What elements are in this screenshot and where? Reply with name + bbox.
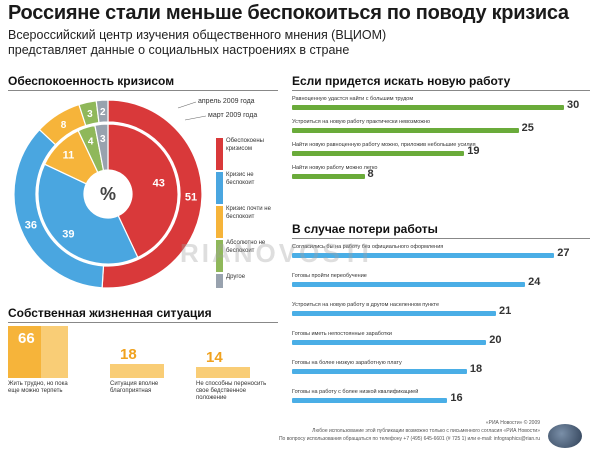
situation-value: 14 xyxy=(206,348,223,366)
bar-label: Согласились бы на работу без официальног… xyxy=(292,244,444,250)
bar-label: Готовы на более низкую заработную плату xyxy=(292,360,402,366)
donut-outer-label-0: 51 xyxy=(185,192,197,204)
legend-swatch xyxy=(216,206,223,238)
bar xyxy=(292,340,487,345)
bar xyxy=(292,151,465,156)
jobsearch-section-title: Если придется искать новую работу xyxy=(292,74,511,88)
bar xyxy=(292,105,564,110)
legend-label: Обеспокоены кризисом xyxy=(226,138,264,152)
donut-inner-ring xyxy=(37,123,179,265)
bar xyxy=(292,311,496,316)
donut-outer-ring xyxy=(13,99,203,289)
bar xyxy=(292,398,448,403)
legend-item-concerned: Обеспокоены кризисом xyxy=(216,138,274,170)
situation-caption: Не способны переносить свое бедственное … xyxy=(196,381,267,401)
bar-value-label: 25 xyxy=(521,122,534,134)
jobloss-divider xyxy=(292,238,590,239)
bar-value-label: 18 xyxy=(469,363,483,375)
donut-section-title: Обеспокоенность кризисом xyxy=(8,74,175,88)
legend-label: Абсолютно не беспокоит xyxy=(226,240,266,254)
donut-center xyxy=(84,170,132,218)
inner-ring-pointer xyxy=(177,101,197,109)
legend-item-other: Другое xyxy=(216,274,274,288)
donut-outer-label-4: 2 xyxy=(100,107,106,118)
bar-value-label: 8 xyxy=(367,168,374,180)
legend-label: Другое xyxy=(226,274,246,280)
situation-section-title: Собственная жизненная ситуация xyxy=(8,306,212,320)
donut-outer-slice-4 xyxy=(95,99,109,124)
page-title: Россияне стали меньше беспокоиться по по… xyxy=(8,2,569,24)
page-subtitle: Всероссийский центр изучения общественно… xyxy=(8,28,387,57)
bar xyxy=(292,369,467,374)
bar-label: Равноценную удастся найти с большим труд… xyxy=(292,96,414,102)
situation-box xyxy=(8,326,68,378)
situation-box xyxy=(110,363,164,378)
bar-label: Устроиться на новую работу практически н… xyxy=(292,119,431,125)
bar-value-label: 20 xyxy=(489,334,502,346)
donut-outer-label-1: 36 xyxy=(25,220,37,232)
inner-ring-label: апрель 2009 года xyxy=(198,98,255,105)
legend-swatch xyxy=(216,240,223,272)
donut-inner-label-3: 4 xyxy=(88,137,94,148)
legend-label: Кризис почти не беспокоит xyxy=(226,206,271,220)
footer-contact: По вопросу использования обращаться по т… xyxy=(278,436,540,442)
donut-inner-label-4: 3 xyxy=(100,134,106,145)
donut-inner-label-1: 39 xyxy=(62,229,74,241)
donut-outer-label-3: 3 xyxy=(87,109,93,120)
jobloss-section-title: В случае потери работы xyxy=(292,222,438,236)
legend-item-not-concerned: Кризис не беспокоит xyxy=(216,172,274,204)
situation-value: 18 xyxy=(120,345,137,363)
legend-item-absolutely-not: Абсолютно не беспокоит xyxy=(216,240,274,272)
ria-globe-logo xyxy=(548,424,582,448)
bar-value-label: 19 xyxy=(467,145,480,157)
footer-usage: Любое использование этой публикации возм… xyxy=(312,428,540,434)
legend-swatch xyxy=(216,138,223,170)
legend-swatch xyxy=(216,274,223,288)
donut-outer-slice-0 xyxy=(101,99,203,289)
outer-ring-pointer xyxy=(184,115,207,121)
donut-divider xyxy=(8,90,278,91)
donut-center-symbol: % xyxy=(100,184,116,204)
bar-label: Устроиться на новую работу в другом насе… xyxy=(292,302,440,308)
legend-swatch xyxy=(216,172,223,204)
situation-value: 66 xyxy=(18,330,35,347)
footer-copyright: «РИА Новости» © 2009 xyxy=(485,420,540,426)
bar xyxy=(292,128,519,133)
legend-label: Кризис не беспокоит xyxy=(226,172,255,186)
situation-caption: Жить трудно, но пока еще можно терпеть xyxy=(8,381,68,394)
donut-inner-label-0: 43 xyxy=(153,178,165,190)
bar-label: Найти новую равноценную работу можно, пр… xyxy=(292,142,476,148)
bar-value-label: 27 xyxy=(557,247,570,259)
bar-value-label: 16 xyxy=(450,392,463,404)
jobsearch-divider xyxy=(292,90,590,91)
bar-label: Найти новую работу можно легко xyxy=(292,165,378,171)
bar xyxy=(292,253,555,258)
situation-box xyxy=(196,366,250,378)
bar-value-label: 21 xyxy=(499,305,512,317)
bar-value-label: 24 xyxy=(528,276,541,288)
bar xyxy=(292,282,526,287)
bar-label: Готовы на работу с более низкой квалифик… xyxy=(292,389,419,395)
outer-ring-label: март 2009 года xyxy=(208,112,257,119)
situation-divider xyxy=(8,322,278,323)
legend-item-almost-not: Кризис почти не беспокоит xyxy=(216,206,274,238)
bar-label: Готовы иметь непостоянные заработки xyxy=(292,331,392,337)
donut-outer-label-2: 8 xyxy=(61,120,67,131)
bar xyxy=(292,174,365,179)
situation-caption: Ситуация вполне благоприятная xyxy=(110,381,159,394)
watermark: RIANOVOSTI xyxy=(180,238,372,268)
bar-label: Готовы пройти переобучение xyxy=(292,273,367,279)
donut-inner-label-2: 11 xyxy=(63,149,75,161)
bar-value-label: 30 xyxy=(567,99,580,111)
